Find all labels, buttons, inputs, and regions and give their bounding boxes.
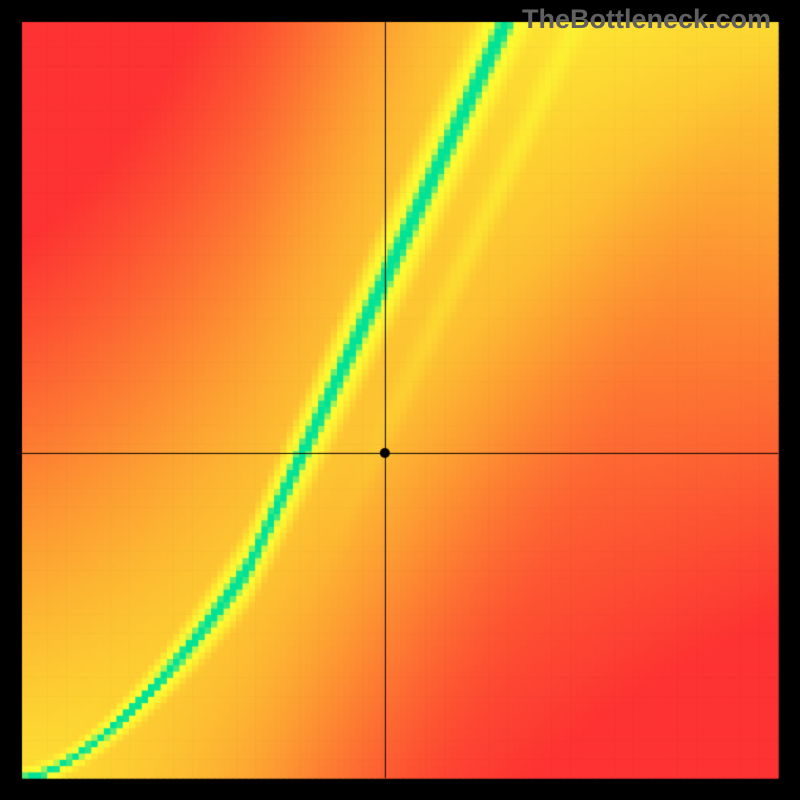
watermark-text: TheBottleneck.com bbox=[522, 4, 771, 35]
chart-container: TheBottleneck.com bbox=[0, 0, 800, 800]
overlay-canvas bbox=[0, 0, 800, 800]
